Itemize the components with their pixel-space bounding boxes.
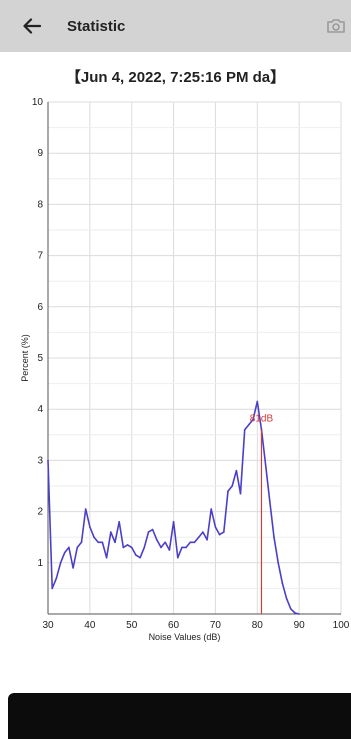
data-point [202,531,204,533]
data-point [118,521,120,523]
data-point [135,554,137,556]
data-point [239,492,242,495]
data-point [193,541,196,544]
y-tick-label: 8 [37,199,43,210]
back-button[interactable] [20,14,44,38]
data-point [189,541,192,544]
data-point [76,546,79,549]
data-point [93,536,95,538]
y-tick-label: 4 [37,404,43,415]
data-point [168,549,171,551]
peak-label: 81dB [250,414,274,425]
data-point [218,533,221,536]
data-point [243,428,246,431]
y-tick-label: 1 [37,558,43,569]
data-point [269,500,271,503]
data-point [101,541,104,544]
x-tick-label: 50 [126,620,138,631]
x-axis-label: Noise Values (dB) [149,632,221,642]
data-point [294,612,296,614]
page-title: Statistic [67,18,126,35]
data-point [289,608,292,610]
data-point [72,567,74,569]
data-point [68,546,70,549]
data-point [55,577,58,579]
y-tick-label: 2 [37,507,43,518]
data-point [281,582,284,585]
data-point [223,531,225,533]
data-point [97,541,100,544]
y-tick-label: 6 [37,302,43,313]
data-point [264,464,267,467]
y-tick-label: 5 [37,353,43,364]
x-tick-label: 30 [42,620,54,631]
data-point [256,400,259,403]
data-point [80,541,83,544]
camera-icon [327,19,345,33]
data-point [114,541,116,544]
x-tick-label: 40 [84,620,96,631]
data-point [139,556,141,559]
data-point [84,508,87,510]
data-point [197,536,200,538]
data-point [130,546,133,549]
data-point [160,546,162,549]
data-point [285,597,288,600]
x-tick-label: 60 [168,620,180,631]
x-tick-label: 90 [294,620,306,631]
data-point [51,587,53,590]
data-point [122,546,125,549]
data-point [185,546,187,549]
data-point [63,551,66,554]
data-point [89,526,91,528]
data-point [231,485,233,487]
data-point [143,546,146,549]
bottom-navigation-bar [8,693,351,739]
data-point [248,423,250,426]
data-point [109,531,112,533]
y-tick-label: 10 [32,97,44,108]
data-point [59,562,62,564]
noise-statistic-chart: 30 40 50 60 70 80 90 100 1 2 3 4 5 6 7 8 9 10 Noise Values… [20,97,350,642]
y-tick-label: 3 [37,455,43,466]
data-point [298,613,300,615]
data-point [252,418,254,421]
data-point [126,544,129,546]
camera-button[interactable] [325,16,347,36]
app-bar: Statistic [0,0,351,52]
data-point [227,490,229,492]
data-point [214,526,217,528]
data-point [235,469,238,472]
y-tick-label: 7 [37,251,43,262]
data-point [151,528,154,531]
data-point [206,538,208,541]
x-tick-label: 80 [252,620,264,631]
y-axis-label: Percent (%) [20,334,30,382]
data-point [273,536,275,538]
data-point [181,546,183,549]
data-point [176,556,179,559]
data-point [210,508,213,510]
data-point [277,562,280,564]
chart-timestamp: 【Jun 4, 2022, 7:25:16 PM da】 [65,69,286,86]
data-point [47,459,49,462]
data-point [156,538,158,541]
data-point [105,556,108,559]
x-tick-label: 100 [333,620,350,631]
data-point [164,541,166,544]
data-point [172,521,175,523]
y-tick-label: 9 [37,148,43,159]
arrow-left-icon [23,18,41,34]
data-point [147,531,150,533]
x-tick-label: 70 [210,620,222,631]
